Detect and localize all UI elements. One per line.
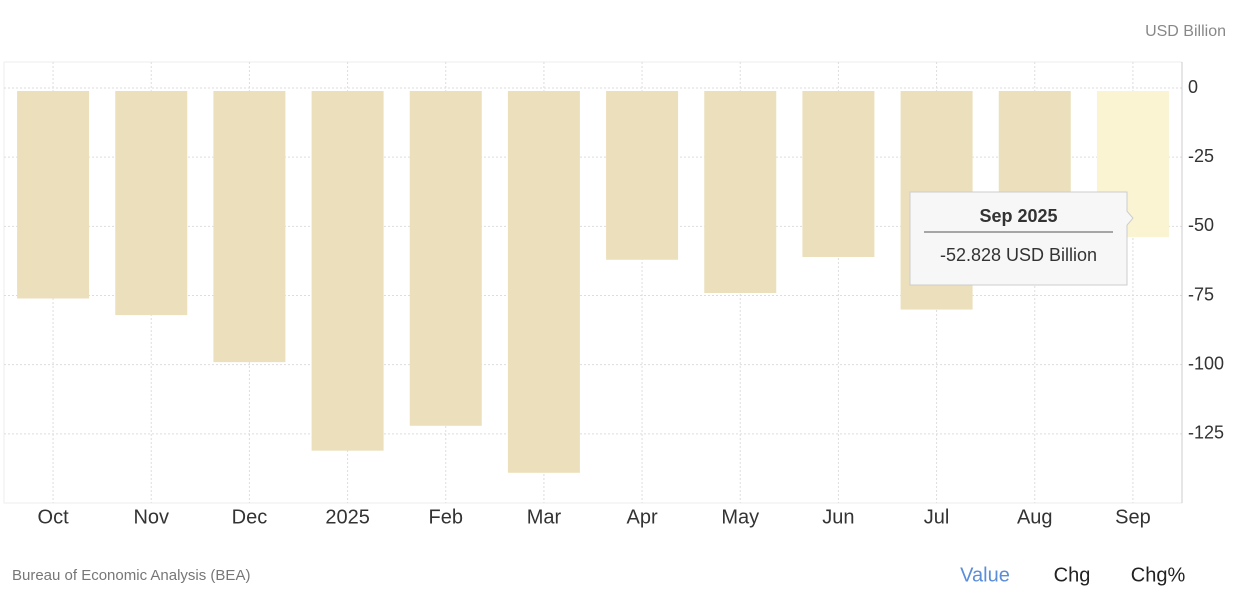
bar: [409, 91, 482, 426]
source: Bureau of Economic Analysis (BEA): [12, 567, 250, 584]
x-tick-label: Mar: [527, 506, 562, 528]
tooltip-value: -52.828 USD Billion: [940, 245, 1097, 265]
x-tick-label: 2025: [325, 506, 370, 528]
x-tick-label: Dec: [232, 506, 268, 528]
x-tick-label: Jun: [822, 506, 854, 528]
toggle-button[interactable]: Value: [960, 564, 1010, 586]
y-tick-label: -25: [1188, 146, 1214, 166]
bar: [704, 91, 777, 293]
y-tick-label: -100: [1188, 353, 1224, 373]
x-tick-label: May: [721, 506, 759, 528]
bar: [115, 91, 188, 316]
bar: [17, 91, 90, 299]
tooltip-title: Sep 2025: [979, 206, 1057, 226]
bar: [507, 91, 580, 473]
toggle-button[interactable]: Chg%: [1131, 564, 1186, 586]
x-tick-label: Oct: [38, 506, 70, 528]
x-tick-label: Apr: [627, 506, 658, 528]
x-tick-label: Nov: [133, 506, 169, 528]
bar: [311, 91, 384, 451]
toggle-button[interactable]: Chg: [1054, 564, 1091, 586]
bar: [802, 91, 875, 258]
y-tick-label: -50: [1188, 215, 1214, 235]
bar: [213, 91, 286, 363]
y-tick-label: -75: [1188, 284, 1214, 304]
y-tick-label: -125: [1188, 423, 1224, 443]
x-tick-label: Feb: [429, 506, 463, 528]
x-tick-label: Sep: [1115, 506, 1151, 528]
bar: [606, 91, 679, 260]
x-tick-label: Aug: [1017, 506, 1053, 528]
unit-label: USD Billion: [1145, 23, 1226, 40]
x-tick-label: Jul: [924, 506, 950, 528]
tooltip-box: [909, 191, 1134, 286]
y-tick-label: 0: [1188, 77, 1198, 97]
